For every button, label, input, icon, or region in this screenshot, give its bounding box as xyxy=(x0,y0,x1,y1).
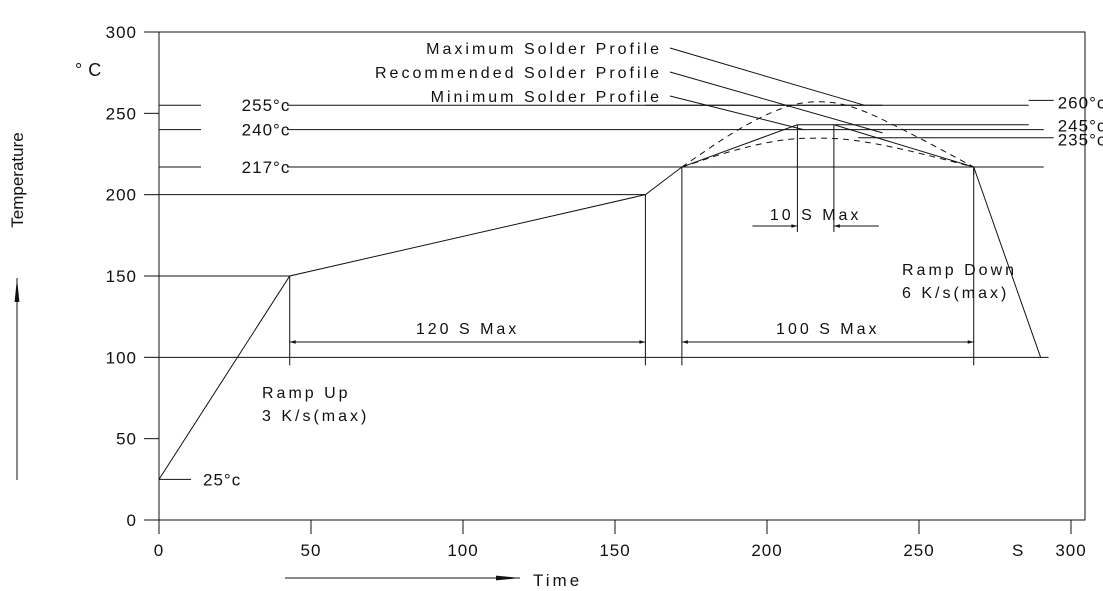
dim-label-2: 10 S Max xyxy=(770,207,862,224)
annotations: Ramp Up 3 K/s(max) Ramp Down 6 K/s(max) xyxy=(262,262,1017,425)
peak-label-0: 260°c xyxy=(1058,93,1103,112)
x-tick-label-250: 250 xyxy=(903,541,934,560)
annotation-0-line-0: Ramp Up xyxy=(262,385,351,402)
annotation-1-line-0: Ramp Down xyxy=(902,262,1017,279)
x-tick-label-0: 0 xyxy=(154,541,164,560)
y-unit-label: °C xyxy=(75,60,107,80)
peak-label-2: 235°c xyxy=(1058,131,1103,150)
legend-label-2: Minimum Solder Profile xyxy=(431,89,662,106)
legend-leader-1 xyxy=(669,71,883,134)
legend-leader-2 xyxy=(669,95,804,131)
y-tick-label-100: 100 xyxy=(106,348,137,367)
y-tick-label-0: 0 xyxy=(127,511,137,530)
profile-callouts: Maximum Solder Profile Recommended Solder… xyxy=(375,41,883,134)
y-tick-label-300: 300 xyxy=(106,23,137,42)
x-tick-label-200: 200 xyxy=(751,541,782,560)
x-axis-title: Time xyxy=(533,571,582,590)
y-tick-label-150: 150 xyxy=(106,267,137,286)
annotation-0-line-1: 3 K/s(max) xyxy=(262,408,369,425)
y-tick-label-200: 200 xyxy=(106,186,137,205)
ref-label-217: 217°c xyxy=(242,158,291,177)
series-0 xyxy=(158,124,1042,480)
y-tick-label-50: 50 xyxy=(116,430,137,449)
annotation-1-line-1: 6 K/s(max) xyxy=(902,285,1009,302)
x-tick-label-100: 100 xyxy=(447,541,478,560)
dim-label-0: 120 S Max xyxy=(416,321,519,338)
ref-label-255: 255°c xyxy=(242,96,291,115)
series-group xyxy=(158,101,1042,480)
x-unit-label: S xyxy=(1012,541,1024,560)
reference-lines: 255°c 240°c 217°c 25°c xyxy=(159,96,1044,489)
x-tick-label-150: 150 xyxy=(599,541,630,560)
axis-titles: °C S Time Temperature xyxy=(8,60,1024,590)
legend-label-0: Maximum Solder Profile xyxy=(426,41,662,58)
legend-leader-0 xyxy=(669,47,865,106)
legend-label-1: Recommended Solder Profile xyxy=(375,65,662,82)
ref-label-25: 25°c xyxy=(203,470,241,489)
series-2 xyxy=(681,137,974,168)
dimension-markers: 120 S Max 100 S Max 10 S Max xyxy=(289,124,974,344)
y-axis-title: Temperature xyxy=(8,132,27,227)
ref-label-240: 240°c xyxy=(242,121,291,140)
x-tick-label-50: 50 xyxy=(301,541,322,560)
y-tick-label-250: 250 xyxy=(106,104,137,123)
x-tick-label-300: 300 xyxy=(1055,541,1086,560)
dim-label-1: 100 S Max xyxy=(776,321,879,338)
axis-ticks: 0 50 100 150 200 250 300 0 50 100 150 200 250 300 xyxy=(106,23,1086,560)
series-1 xyxy=(681,101,974,168)
peak-label-1: 245°c xyxy=(1058,117,1103,136)
